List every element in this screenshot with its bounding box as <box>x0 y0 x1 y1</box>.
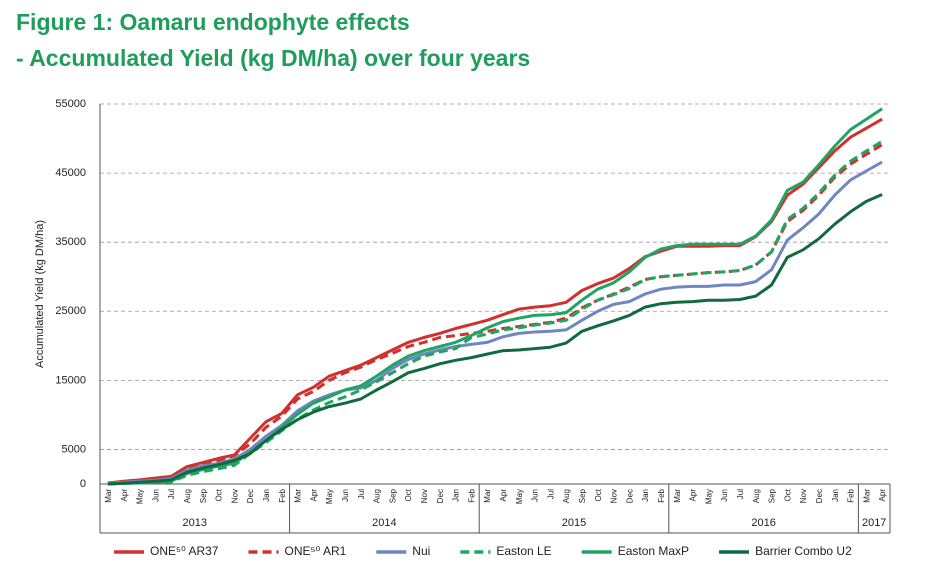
month-label: Nov <box>230 489 239 503</box>
month-label: Dec <box>246 489 255 503</box>
y-tick-label: 25000 <box>55 305 86 317</box>
month-label: Jan <box>641 489 650 502</box>
legend-label: Easton LE <box>496 544 551 558</box>
month-label: Sep <box>768 488 777 503</box>
y-axis-label: Accumulated Yield (kg DM/ha) <box>34 220 46 368</box>
chart-title: Figure 1: Oamaru endophyte effects <box>16 9 410 35</box>
y-tick-label: 0 <box>80 478 86 490</box>
month-label: Mar <box>294 489 303 503</box>
legend-label: Barrier Combo U2 <box>755 544 852 558</box>
month-label: Apr <box>878 489 887 502</box>
year-label: 2016 <box>751 517 775 529</box>
month-label: Dec <box>815 489 824 503</box>
month-label: Oct <box>783 488 792 501</box>
y-tick-label: 35000 <box>55 236 86 248</box>
legend-label: ONE⁵⁰ AR37 <box>150 544 219 558</box>
month-label: Oct <box>594 488 603 501</box>
month-label: Jan <box>452 489 461 502</box>
year-label: 2015 <box>562 517 586 529</box>
series-line <box>107 193 883 486</box>
month-label: Jun <box>720 489 729 502</box>
month-label: Apr <box>120 489 129 502</box>
month-label: Oct <box>404 488 413 501</box>
series-line <box>107 140 883 486</box>
y-tick-label: 15000 <box>55 374 86 386</box>
y-tick-label: 5000 <box>62 443 86 455</box>
legend-label: Easton MaxP <box>618 544 689 558</box>
month-label: Feb <box>467 488 476 502</box>
month-label: Apr <box>499 489 508 502</box>
month-label: Aug <box>373 489 382 503</box>
series-line <box>107 143 883 485</box>
month-label: Feb <box>657 488 666 502</box>
month-label: Aug <box>752 489 761 503</box>
month-label: Jul <box>736 489 745 499</box>
month-label: Mar <box>104 489 113 503</box>
month-label: Apr <box>309 489 318 502</box>
month-label: May <box>136 489 145 504</box>
month-label: Mar <box>862 489 871 503</box>
month-label: May <box>515 489 524 504</box>
month-label: Mar <box>483 489 492 503</box>
month-label: Jun <box>531 489 540 502</box>
chart-subtitle: - Accumulated Yield (kg DM/ha) over four… <box>16 45 530 71</box>
series-line <box>107 117 883 485</box>
legend-label: Nui <box>412 544 430 558</box>
month-label: Aug <box>562 489 571 503</box>
month-label: Jul <box>167 489 176 499</box>
month-label: Jul <box>546 489 555 499</box>
month-label: Jun <box>341 489 350 502</box>
month-label: Nov <box>420 489 429 503</box>
month-label: Feb <box>847 488 856 502</box>
month-label: Jun <box>151 489 160 502</box>
year-label: 2017 <box>862 517 886 529</box>
series-line <box>107 107 883 486</box>
month-label: Mar <box>673 489 682 503</box>
month-label: Dec <box>436 489 445 503</box>
y-tick-label: 45000 <box>55 167 86 179</box>
month-label: Jan <box>262 489 271 502</box>
month-label: May <box>704 489 713 504</box>
month-label: Sep <box>199 488 208 503</box>
month-label: Jan <box>831 489 840 502</box>
month-label: Nov <box>799 489 808 503</box>
year-label: 2014 <box>372 517 396 529</box>
month-label: Aug <box>183 489 192 503</box>
series-line <box>107 160 883 485</box>
month-label: Oct <box>215 488 224 501</box>
month-label: Sep <box>388 488 397 503</box>
month-label: Sep <box>578 488 587 503</box>
month-label: May <box>325 489 334 504</box>
month-label: Feb <box>278 488 287 502</box>
month-label: Jul <box>357 489 366 499</box>
month-label: Apr <box>689 489 698 502</box>
legend-label: ONE⁵⁰ AR1 <box>284 544 346 558</box>
month-label: Dec <box>625 489 634 503</box>
month-label: Nov <box>610 489 619 503</box>
year-label: 2013 <box>183 517 207 529</box>
y-tick-label: 55000 <box>55 98 86 110</box>
